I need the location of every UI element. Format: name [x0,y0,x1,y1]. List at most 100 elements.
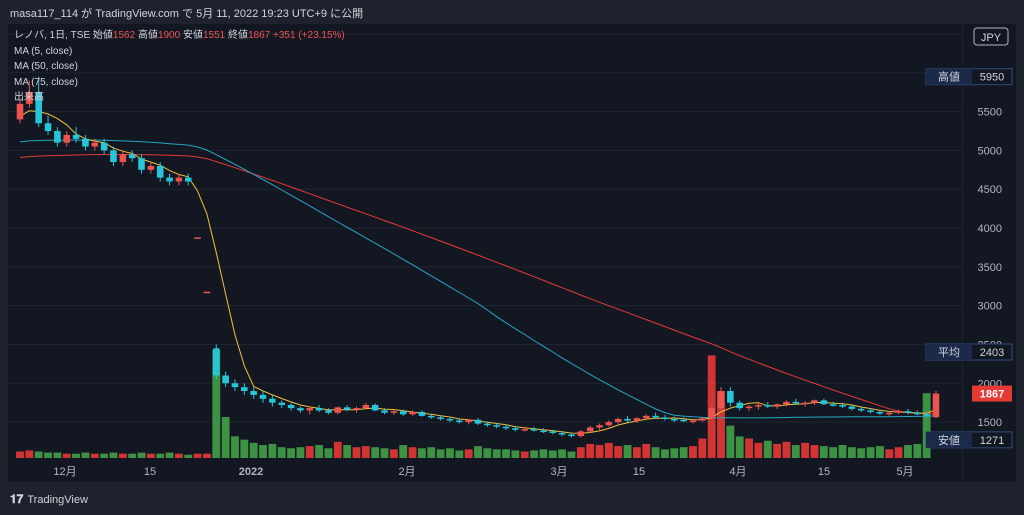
volume-bar [651,447,660,458]
volume-bar [857,448,866,458]
footer: 𝟏𝟕 TradingView [0,482,1024,515]
volume-bar [72,453,81,458]
change-value: +351 (+23.15%) [273,30,345,41]
candle-body [306,408,314,411]
x-tick-label: 3月 [550,466,567,478]
candle-body [184,177,192,182]
candle-body [829,404,837,406]
volume-bar [885,449,894,458]
volume-bar [511,450,520,458]
volume-bar [782,441,791,458]
candle-body [755,404,762,407]
volume-bar [315,445,324,458]
volume-bar [343,445,352,458]
volume-bar [100,453,109,458]
volume-bar [567,451,576,458]
volume-bar [829,447,838,458]
volume-bar [436,449,445,458]
chart-panel[interactable]: 1500200025003000350040004500500055006000… [8,24,1016,482]
volume-bar [819,446,828,458]
candle-body [904,411,912,413]
candle-body [540,430,547,433]
volume-bar [427,447,436,458]
candle-body [446,418,454,421]
candle-body [334,407,342,413]
candle-body [596,425,603,428]
last-price-value: 1867 [980,389,1004,401]
volume-bar [679,447,688,458]
volume-bar [16,451,24,458]
candle-body [381,410,388,413]
candle-body [110,150,117,163]
tv-logo-icon: 𝟏𝟕 [10,492,24,506]
candle-body [848,406,856,409]
volume-bar [212,350,221,458]
volume-bar [726,425,735,458]
volume-bar [399,445,408,458]
candle-body [661,417,669,419]
volume-bar [296,447,305,458]
candle-body [138,158,145,170]
volume-bar [408,447,417,458]
candle-body [427,415,435,418]
candle-body [63,134,71,143]
axis-background [963,24,1016,482]
plot-background [8,24,1016,482]
price-chart[interactable]: 1500200025003000350040004500500055006000… [8,24,1016,482]
candle-body [614,418,622,423]
volume-bar [642,443,651,458]
volume-bar [773,443,782,458]
candle-body [147,165,155,170]
volume-bar [446,448,454,458]
candle-body [932,393,940,418]
volume-bar [240,439,249,458]
ma75-line [19,153,937,415]
candle-body [437,417,444,419]
candle-body [558,432,566,435]
publish-header: masa117_114 が TradingView.com で 5月 11, 2… [0,0,1024,24]
volume-bar [614,446,623,458]
volume-bar [137,452,146,458]
y-tick-label: 5000 [978,145,1002,157]
volume-bar [483,448,492,458]
volume-bar [455,450,464,458]
candle-body [857,408,865,411]
currency-badge [973,27,1009,46]
candle-body [175,177,183,182]
candle-body [502,426,510,429]
candle-body [371,404,379,411]
ma5-legend[interactable]: MA (5, close) [14,45,73,57]
ma75-legend[interactable]: MA (75, close) [14,76,78,88]
ma50-legend[interactable]: MA (50, close) [14,61,78,72]
volume-bar [174,453,183,458]
candle-body [213,348,220,376]
y-tick-label: 1500 [978,417,1002,429]
close-label: 終値 [228,30,248,41]
volume-bar [595,445,604,458]
volume-bar [661,449,669,458]
tradingview-brand[interactable]: 𝟏𝟕 TradingView [10,492,88,507]
volume-legend[interactable]: 出来高 [14,92,44,103]
last-price-badge [972,385,1012,402]
volume-bar [913,443,922,458]
volume-bar [146,453,155,458]
candle-body [203,291,211,294]
candle-body [418,411,426,416]
volume-bar [520,451,529,458]
volume-bar [90,453,99,458]
y-tick-label: 3500 [978,262,1002,274]
volume-bar [866,447,875,458]
volume-bar [203,453,211,458]
volume-bar [838,445,847,458]
candle-body [119,154,127,163]
candle-body [577,431,585,437]
volume-bar [417,448,426,458]
volume-bar [287,448,295,458]
candle-body [530,429,538,431]
candle-body [250,391,257,395]
volume-bar [894,447,903,458]
x-tick-label: 5月 [896,466,913,478]
volume-bar [249,442,258,458]
volume-bar [389,449,398,458]
candle-body [512,428,519,430]
